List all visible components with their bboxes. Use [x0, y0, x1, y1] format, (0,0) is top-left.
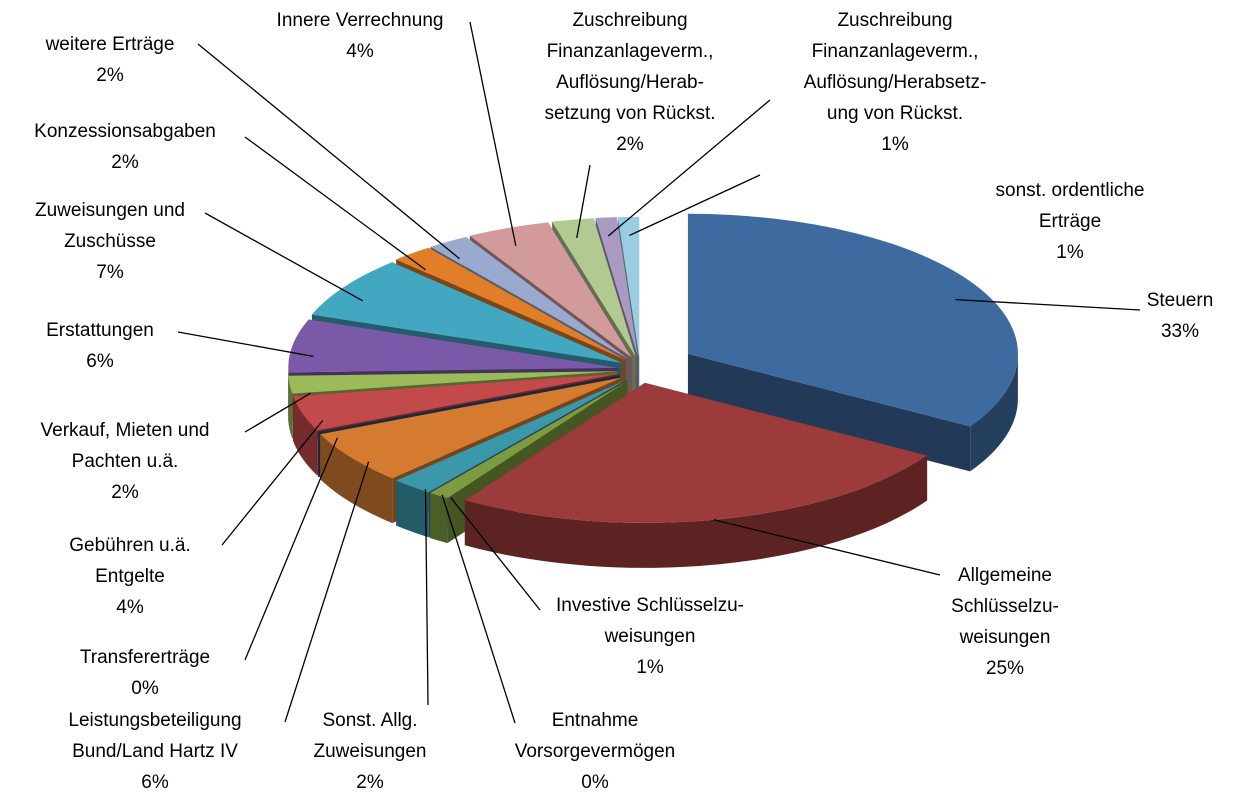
value-label: 2% [111, 152, 139, 173]
slice-wall [293, 396, 318, 476]
value-label: 1% [1056, 242, 1084, 263]
slice [552, 218, 636, 358]
value-label: 6% [141, 772, 169, 793]
value-label: 33% [1161, 321, 1199, 342]
leader-line [244, 136, 426, 271]
slice [430, 380, 628, 499]
slice-label: Zuweisungen und Zuschüsse [35, 200, 185, 252]
value-label: 7% [96, 262, 124, 283]
slice-wall [464, 455, 928, 568]
slice-wall [970, 353, 1018, 472]
slice [469, 222, 632, 358]
slice-label: sonst. ordentliche Erträge [996, 180, 1145, 232]
leader-line [629, 174, 761, 237]
leader-line [197, 43, 460, 260]
value-label: 0% [131, 678, 159, 699]
value-label: 0% [581, 772, 609, 793]
leader-line [284, 461, 370, 723]
slice-wall [320, 434, 393, 524]
slice-label: weitere Erträge [45, 34, 175, 55]
value-label: 6% [86, 351, 114, 372]
leader-line [607, 99, 771, 237]
leader-line [713, 519, 941, 576]
slice-label: Entnahme Vorsorgevermögen [515, 710, 676, 762]
value-label: 1% [636, 657, 664, 678]
leader-line [204, 212, 364, 302]
leader-line [424, 489, 429, 706]
slice [288, 319, 619, 373]
slice-wall [288, 375, 293, 439]
slice-label: Zuschreibung Finanzanlageverm., Auflösung/… [804, 10, 987, 124]
leader-line [221, 419, 324, 546]
leader-line [441, 494, 516, 724]
slice-label: Konzessionsabgaben [34, 121, 216, 142]
slice [288, 371, 619, 394]
slice [293, 373, 619, 431]
slice [396, 247, 626, 360]
slice-label: Allgemeine Schlüsselzu-weisungen [951, 565, 1059, 648]
slice-wall [396, 480, 429, 538]
value-label: 4% [346, 41, 374, 62]
leader-line [576, 164, 591, 239]
slice-label: Innere Verrechnung [277, 10, 444, 31]
value-label: 4% [116, 597, 144, 618]
slice [396, 380, 626, 493]
slice-label: Zuschreibung Finanzanlageverm., Auflösung/… [544, 10, 715, 124]
slice [311, 262, 622, 363]
slice-label: Gebühren u.ä. Entgelte [69, 535, 190, 587]
value-label: 2% [111, 482, 139, 503]
value-label: 2% [96, 65, 124, 86]
leader-line [244, 392, 311, 433]
slice-label: Erstattungen [46, 320, 154, 341]
slice [430, 236, 628, 359]
slice [595, 217, 638, 357]
slice [320, 377, 622, 479]
slice-label: Investive Schlüsselzu-weisungen [556, 595, 744, 647]
slice-label: Verkauf, Mieten und Pachten u.ä. [41, 420, 210, 472]
slice-label: Leistungsbeteiligung Bund/Land Hartz IV [68, 710, 241, 762]
slice [687, 213, 1018, 427]
leader-line [955, 298, 1141, 311]
leader-line [469, 21, 517, 247]
leader-line [177, 331, 314, 358]
value-label: 2% [616, 134, 644, 155]
slice-label: Steuern [1147, 290, 1214, 311]
slice-label: Transfererträge [80, 647, 210, 668]
slice-side [687, 353, 971, 472]
leader-line [450, 497, 541, 611]
slice-label: Sonst. Allg. Zuweisungen [313, 710, 426, 762]
value-label: 1% [881, 134, 909, 155]
slice [618, 216, 640, 357]
leader-line [244, 437, 339, 661]
value-label: 25% [986, 658, 1024, 679]
value-label: 2% [356, 772, 384, 793]
slice [464, 382, 928, 523]
slice-wall [430, 493, 448, 544]
